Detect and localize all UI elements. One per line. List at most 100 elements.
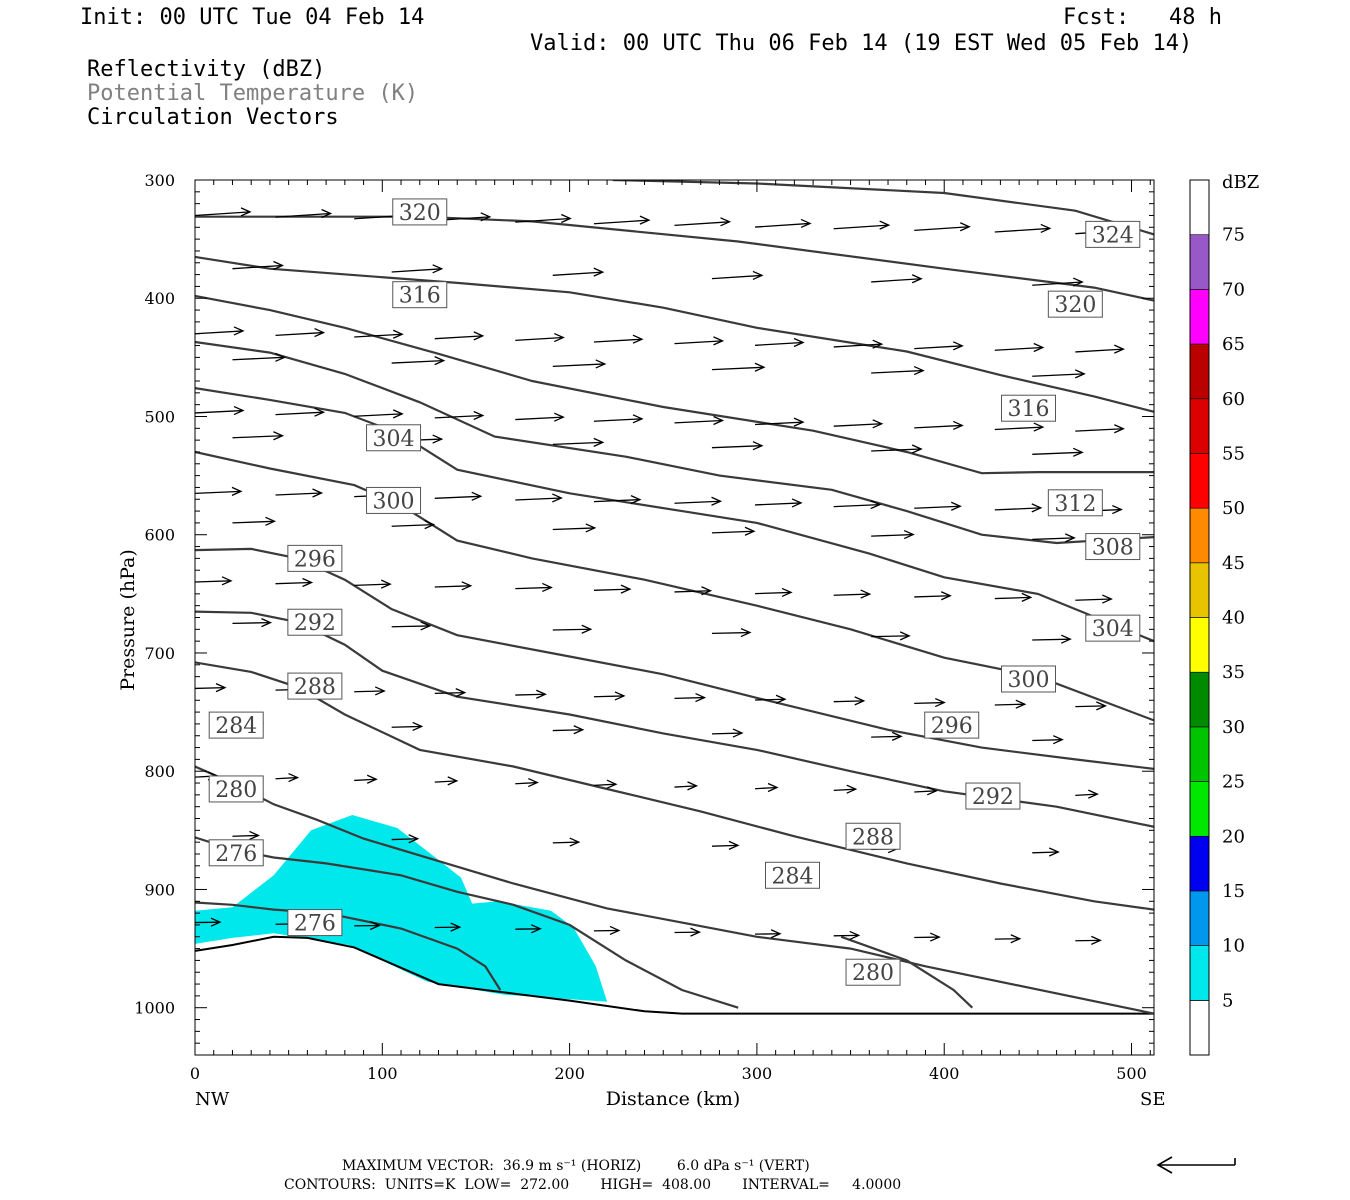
- circulation-vector: [232, 618, 273, 628]
- theta-contour-300: [195, 450, 1154, 722]
- theta-label-296: 296: [294, 547, 336, 572]
- colorbar-label-15: 15: [1222, 881, 1245, 902]
- circulation-vector: [434, 922, 462, 932]
- circulation-vector: [1032, 634, 1072, 644]
- theta-label-304: 304: [1092, 617, 1134, 642]
- circulation-vector: [232, 830, 261, 841]
- colorbar-bin-5: [1189, 945, 1210, 1001]
- colorbar-label-75: 75: [1222, 225, 1245, 246]
- circulation-vector: [994, 422, 1045, 432]
- theta-label-box-300: [1001, 665, 1057, 693]
- circulation-vector: [1075, 701, 1107, 711]
- theta-label-box-316: [1001, 394, 1057, 422]
- field-reflectivity: Reflectivity (dBZ): [87, 57, 326, 82]
- colorbar-bin-45: [1189, 507, 1210, 564]
- circulation-vector: [755, 337, 805, 348]
- circulation-vector: [914, 932, 941, 942]
- colorbar-label-35: 35: [1222, 662, 1245, 683]
- colorbar-bin-60: [1189, 343, 1210, 400]
- colorbar-bin-15: [1189, 835, 1210, 892]
- circulation-vector: [391, 264, 444, 274]
- colorbar-bin-20: [1189, 781, 1210, 837]
- circulation-vector: [515, 689, 547, 699]
- theta-contour-276: [195, 901, 502, 991]
- axes-layer: 300 400 500 600 700 800 900 1000 0 100 200 300 400 50…: [134, 171, 1154, 1083]
- circulation-vector: [674, 781, 699, 791]
- circulation-vector: [354, 409, 404, 419]
- theta-label-324: 324: [1092, 223, 1134, 248]
- circulation-vector: [552, 267, 605, 277]
- theta-label-box-312: [1047, 489, 1103, 517]
- circulation-vector: [593, 215, 651, 225]
- colorbar-bin-50: [1189, 453, 1210, 509]
- circulation-vector: [833, 419, 884, 429]
- theta-label-box-280: [208, 775, 264, 803]
- theta-label-300: 300: [373, 489, 415, 514]
- theta-label-320: 320: [1054, 293, 1096, 318]
- theta-label-box-308: [1085, 533, 1141, 561]
- circulation-vector: [674, 415, 725, 426]
- theta-label-276: 276: [294, 912, 336, 937]
- circulation-vector: [711, 270, 764, 281]
- circulation-vector: [674, 496, 723, 506]
- y-tick-label: 500: [144, 407, 175, 426]
- circulation-vector: [1032, 447, 1084, 457]
- x-tick-label: 400: [929, 1064, 960, 1083]
- colorbar-label-45: 45: [1222, 553, 1245, 574]
- circulation-vector: [391, 356, 446, 366]
- terrain-line: [195, 935, 1154, 1015]
- theta-label-284: 284: [772, 864, 814, 889]
- y-tick-label: 600: [144, 526, 175, 545]
- contour-label-layer: 324 320 320 316 316 312 308 304 304 300 300 296 296 2…: [208, 198, 1141, 986]
- theta-label-box-280: [845, 958, 901, 986]
- circulation-vector: [871, 631, 911, 641]
- circulation-vector: [871, 444, 923, 454]
- circulation-vector: [232, 260, 285, 271]
- x-end-label-nw: NW: [195, 1089, 230, 1110]
- circulation-vector: [593, 334, 644, 344]
- theta-contour-308: [195, 340, 1154, 545]
- theta-label-box-276: [287, 909, 343, 937]
- circulation-vector: [711, 441, 764, 451]
- circulation-vector: [833, 499, 882, 510]
- circulation-vector: [871, 731, 903, 741]
- circulation-vector: [1032, 277, 1084, 287]
- circulation-vector: [674, 692, 707, 703]
- circulation-vector: [515, 213, 572, 224]
- colorbar-bin-55: [1189, 398, 1210, 454]
- circulation-vector: [354, 329, 404, 339]
- theta-label-288: 288: [852, 825, 894, 850]
- colorbar-label-10: 10: [1222, 936, 1245, 957]
- circulation-vector: [391, 834, 420, 844]
- circulation-vector: [232, 352, 287, 362]
- theta-label-280: 280: [852, 961, 894, 986]
- circulation-vector: [195, 917, 222, 927]
- circulation-vector: [914, 591, 952, 601]
- circulation-vector: [994, 503, 1043, 513]
- colorbar: 5 10 15 20 25 30 35 40 45 50 55 60 65 70 75: [1189, 179, 1245, 1056]
- forecast-hour: Fcst: 48 h: [1063, 5, 1222, 30]
- circulation-vector: [994, 592, 1033, 602]
- circulation-vector: [434, 410, 485, 421]
- circulation-vector-layer: [195, 207, 1132, 945]
- y-tick-label: 800: [144, 762, 175, 781]
- theta-label-296: 296: [931, 714, 973, 739]
- circulation-vector: [195, 326, 245, 336]
- reflectivity-area-5dbz: [195, 815, 608, 1002]
- circulation-vector: [914, 697, 946, 708]
- circulation-vector: [674, 336, 725, 346]
- theta-label-box-284: [765, 861, 821, 889]
- circulation-vector: [1032, 735, 1064, 745]
- circulation-vector: [833, 696, 866, 706]
- theta-label-box-284: [208, 711, 264, 739]
- circulation-vector: [994, 699, 1027, 709]
- circulation-vector: [871, 529, 915, 540]
- circulation-vector: [994, 342, 1045, 353]
- x-tick-label: 200: [554, 1064, 585, 1083]
- circulation-vector: [195, 207, 252, 217]
- reference-vector-arrow: [1156, 1156, 1236, 1174]
- circulation-vector: [275, 327, 326, 338]
- terrain-layer: [195, 935, 1154, 1015]
- x-tick-label: 500: [1116, 1064, 1147, 1083]
